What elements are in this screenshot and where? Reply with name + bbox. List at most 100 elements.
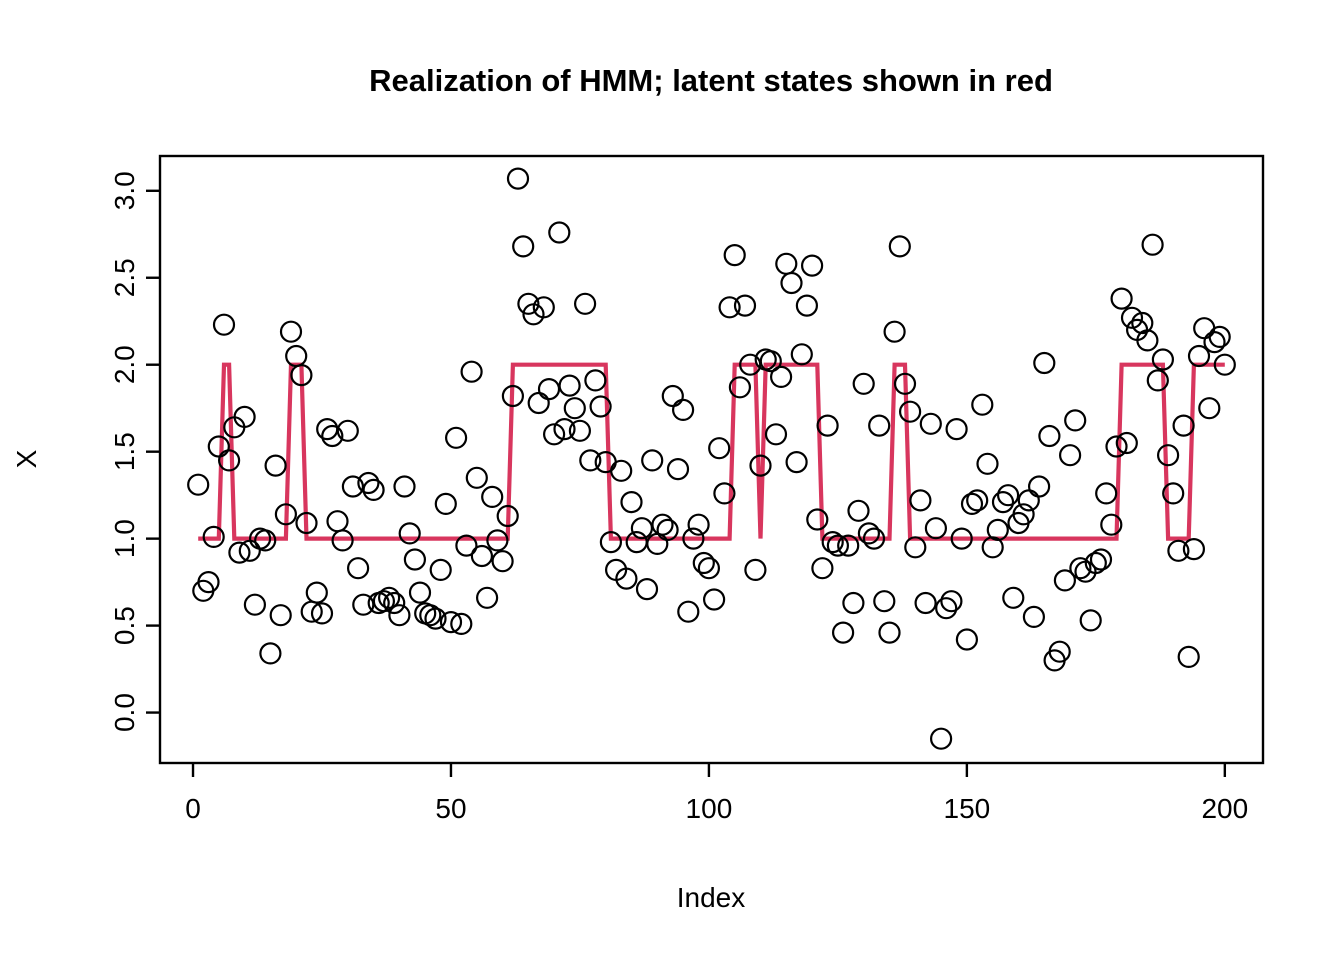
data-point [269,604,292,627]
data-point [274,503,297,526]
x-tick-label: 200 [1201,793,1248,824]
data-point [868,414,891,437]
data-point [1136,329,1159,352]
data-point [336,419,359,442]
data-point [537,378,561,401]
data-point [486,529,509,552]
data-point [764,423,788,446]
data-point [1069,557,1092,580]
data-point [1172,414,1195,437]
data-point [976,452,999,475]
data-point [996,484,1020,507]
data-point [553,418,576,441]
data-point [811,557,834,580]
x-tick-label: 100 [686,793,733,824]
data-point [687,513,710,536]
data-point [1002,586,1025,609]
data-point [1033,351,1056,375]
data-point [594,451,617,474]
data-point [254,529,277,552]
data-point [517,292,540,315]
data-point [873,590,896,613]
data-point [419,604,442,627]
data-point [228,541,251,564]
data-point [1156,444,1180,467]
data-point [723,244,746,267]
data-point [702,588,726,611]
data-point [1203,331,1226,354]
data-point [563,397,586,420]
data-point [202,525,225,549]
data-point [888,235,911,258]
data-point [610,459,633,482]
data-point [749,454,772,477]
data-point [986,518,1009,542]
data-point [357,471,380,495]
data-point [1017,489,1040,512]
data-point [233,405,256,428]
data-point [924,517,948,540]
data-point [842,591,865,615]
data-point [1198,397,1221,420]
data-point [398,522,421,545]
data-point [599,530,623,554]
data-point [728,376,752,399]
data-point [512,235,535,258]
data-point [1022,605,1046,629]
data-point [279,320,303,343]
data-point [635,577,659,601]
data-point [960,492,984,515]
data-point [909,489,932,512]
data-point [615,567,638,590]
data-point [625,530,648,554]
x-axis-label: Index [677,882,746,913]
data-point [352,593,375,616]
data-point [1167,539,1190,562]
y-axis-ticks: 0.0 0.5 1.0 1.5 2.0 2.5 3.0 [109,171,160,732]
data-point [378,586,401,609]
data-point [739,353,762,376]
data-point [481,485,504,508]
data-point [1058,444,1082,467]
data-point [321,424,344,448]
data-point [1048,640,1071,663]
data-point [450,612,473,636]
data-point [207,435,230,458]
data-point [326,510,349,533]
data-point [800,254,824,277]
x-axis-ticks: 0 50 100 150 200 [185,763,1248,824]
data-point [759,350,782,373]
data-point [1182,537,1206,561]
data-point [568,419,592,442]
data-point [991,491,1015,514]
data-point [671,398,695,421]
data-point [893,372,917,395]
data-point [460,360,483,383]
data-point [295,511,318,535]
data-point [852,372,875,395]
data-point [372,590,395,613]
y-tick-label: 2.0 [109,345,140,384]
data-point [1120,306,1144,329]
data-point [718,296,741,319]
data-point [929,727,953,750]
data-point [501,384,525,408]
data-point [496,504,519,528]
data-point [775,252,798,275]
data-point [656,518,679,542]
data-point [476,586,499,609]
data-point [966,489,989,512]
data-point [212,313,236,336]
y-tick-label: 2.5 [109,258,140,297]
data-point [362,478,385,501]
data-point [862,527,886,550]
data-point [708,437,731,460]
x-tick-label: 0 [185,793,201,824]
data-point [434,492,457,515]
data-point [310,602,334,625]
data-point [1053,569,1077,592]
data-point [331,529,354,552]
data-point [347,557,370,580]
